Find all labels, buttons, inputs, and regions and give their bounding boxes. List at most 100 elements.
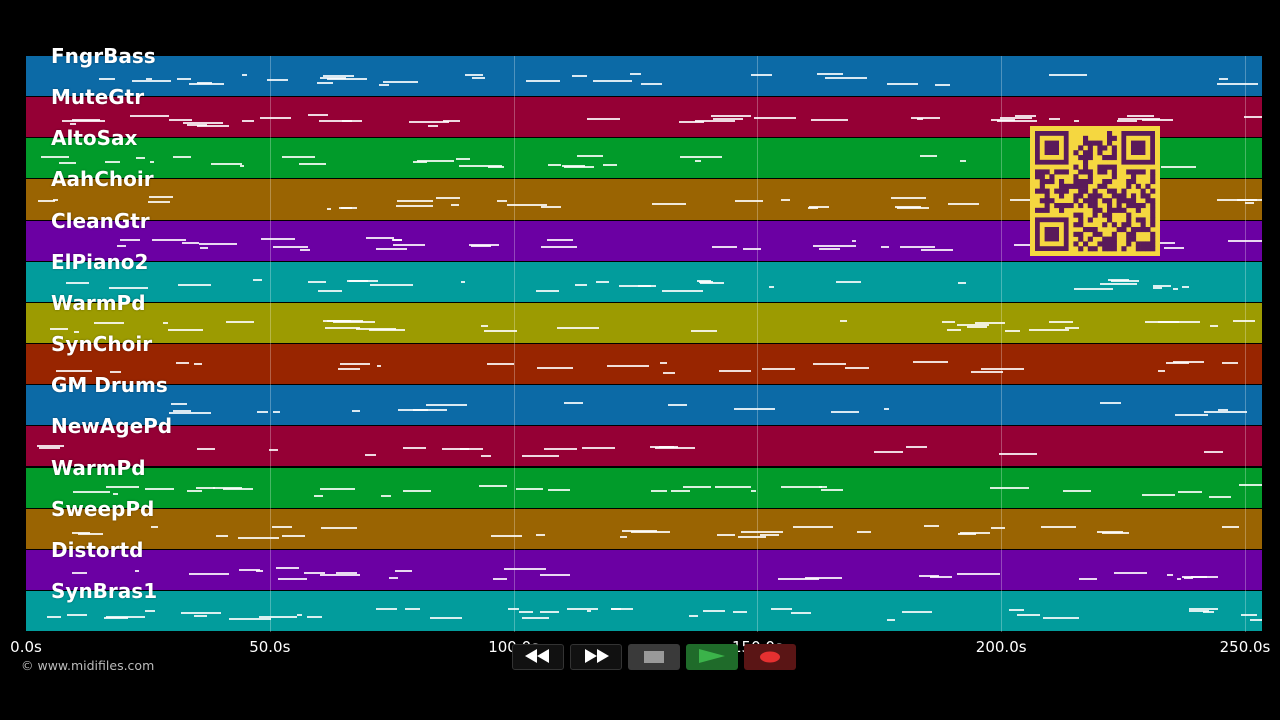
note-mark	[147, 200, 170, 203]
note-mark	[1175, 413, 1209, 416]
note-mark	[417, 160, 454, 163]
note-mark	[507, 607, 519, 610]
gridline	[757, 56, 759, 632]
note-mark	[947, 203, 979, 206]
note-mark	[171, 402, 188, 405]
fast-forward-icon	[583, 648, 609, 667]
gridline	[1245, 56, 1246, 632]
note-mark	[163, 321, 169, 324]
note-mark	[176, 362, 190, 365]
note-mark	[819, 485, 828, 488]
note-mark	[1228, 240, 1262, 243]
note-mark	[563, 401, 584, 404]
note-mark	[522, 616, 550, 619]
note-mark	[562, 165, 585, 168]
note-mark	[182, 242, 199, 245]
note-mark	[711, 115, 752, 118]
note-mark	[74, 330, 80, 333]
fast-forward-button[interactable]	[570, 644, 622, 670]
note-mark	[967, 325, 988, 328]
note-mark	[148, 196, 173, 199]
note-mark	[1145, 321, 1180, 324]
note-mark	[990, 119, 1015, 122]
note-mark	[59, 162, 76, 165]
note-mark	[146, 77, 152, 80]
note-mark	[308, 280, 327, 283]
rewind-button[interactable]	[512, 644, 564, 670]
note-mark	[640, 82, 663, 85]
note-mark	[327, 78, 367, 81]
stop-icon	[644, 648, 664, 667]
note-mark	[394, 570, 412, 573]
note-mark	[818, 248, 841, 251]
note-mark	[768, 285, 775, 288]
note-mark	[733, 611, 747, 614]
note-mark	[1153, 286, 1162, 289]
note-mark	[1210, 325, 1219, 328]
note-mark	[188, 83, 225, 86]
note-mark	[351, 410, 361, 413]
note-mark	[1153, 284, 1172, 287]
track-label: SweepPd	[51, 496, 155, 521]
stop-button[interactable]	[628, 644, 680, 670]
note-mark	[663, 371, 676, 374]
note-mark	[1079, 577, 1098, 580]
note-mark	[398, 409, 428, 412]
note-mark	[77, 532, 104, 535]
note-mark	[282, 534, 306, 537]
note-mark	[172, 410, 191, 413]
note-mark	[1110, 280, 1139, 283]
note-mark	[1189, 608, 1219, 611]
track-label: GM Drums	[51, 373, 168, 398]
time-tick-label: 0.0s	[10, 638, 42, 656]
record-button[interactable]	[744, 644, 796, 670]
note-mark	[1116, 119, 1138, 122]
note-mark	[465, 73, 484, 76]
note-mark	[1048, 117, 1060, 120]
note-mark	[845, 366, 870, 369]
track-label: MuteGtr	[51, 85, 145, 110]
note-mark	[307, 616, 322, 619]
note-mark	[261, 237, 296, 240]
note-mark	[119, 238, 141, 241]
note-mark	[337, 368, 361, 371]
note-mark	[484, 330, 517, 333]
note-mark	[650, 489, 668, 492]
note-mark	[1048, 321, 1073, 324]
note-mark	[472, 77, 485, 80]
play-button[interactable]	[686, 644, 738, 670]
note-mark	[631, 531, 671, 534]
note-mark	[349, 280, 378, 283]
note-mark	[753, 117, 797, 120]
note-mark	[781, 486, 823, 489]
note-mark	[1245, 201, 1254, 204]
note-mark	[339, 363, 370, 366]
note-mark	[930, 575, 952, 578]
note-mark	[611, 607, 634, 610]
note-mark	[830, 410, 860, 413]
note-mark	[540, 573, 571, 576]
track-label: AltoSax	[51, 126, 138, 151]
note-mark	[607, 364, 650, 367]
note-mark	[852, 239, 857, 242]
track-label: WarmPd	[51, 455, 146, 480]
note-mark	[1008, 609, 1025, 612]
note-mark	[389, 577, 398, 580]
note-mark	[277, 578, 307, 581]
note-mark	[319, 488, 356, 491]
note-mark	[216, 534, 228, 537]
note-mark	[1016, 614, 1041, 617]
note-mark	[276, 566, 299, 569]
note-mark	[412, 408, 448, 411]
note-mark	[237, 536, 280, 539]
note-mark	[152, 239, 186, 242]
note-mark	[1062, 490, 1091, 492]
note-mark	[488, 166, 505, 169]
note-mark	[621, 529, 658, 532]
track-label: Distortd	[51, 537, 144, 562]
track-label: AahChoir	[51, 167, 154, 192]
note-mark	[383, 80, 419, 83]
note-mark	[196, 125, 230, 128]
note-mark	[518, 610, 534, 613]
note-mark	[694, 120, 735, 123]
